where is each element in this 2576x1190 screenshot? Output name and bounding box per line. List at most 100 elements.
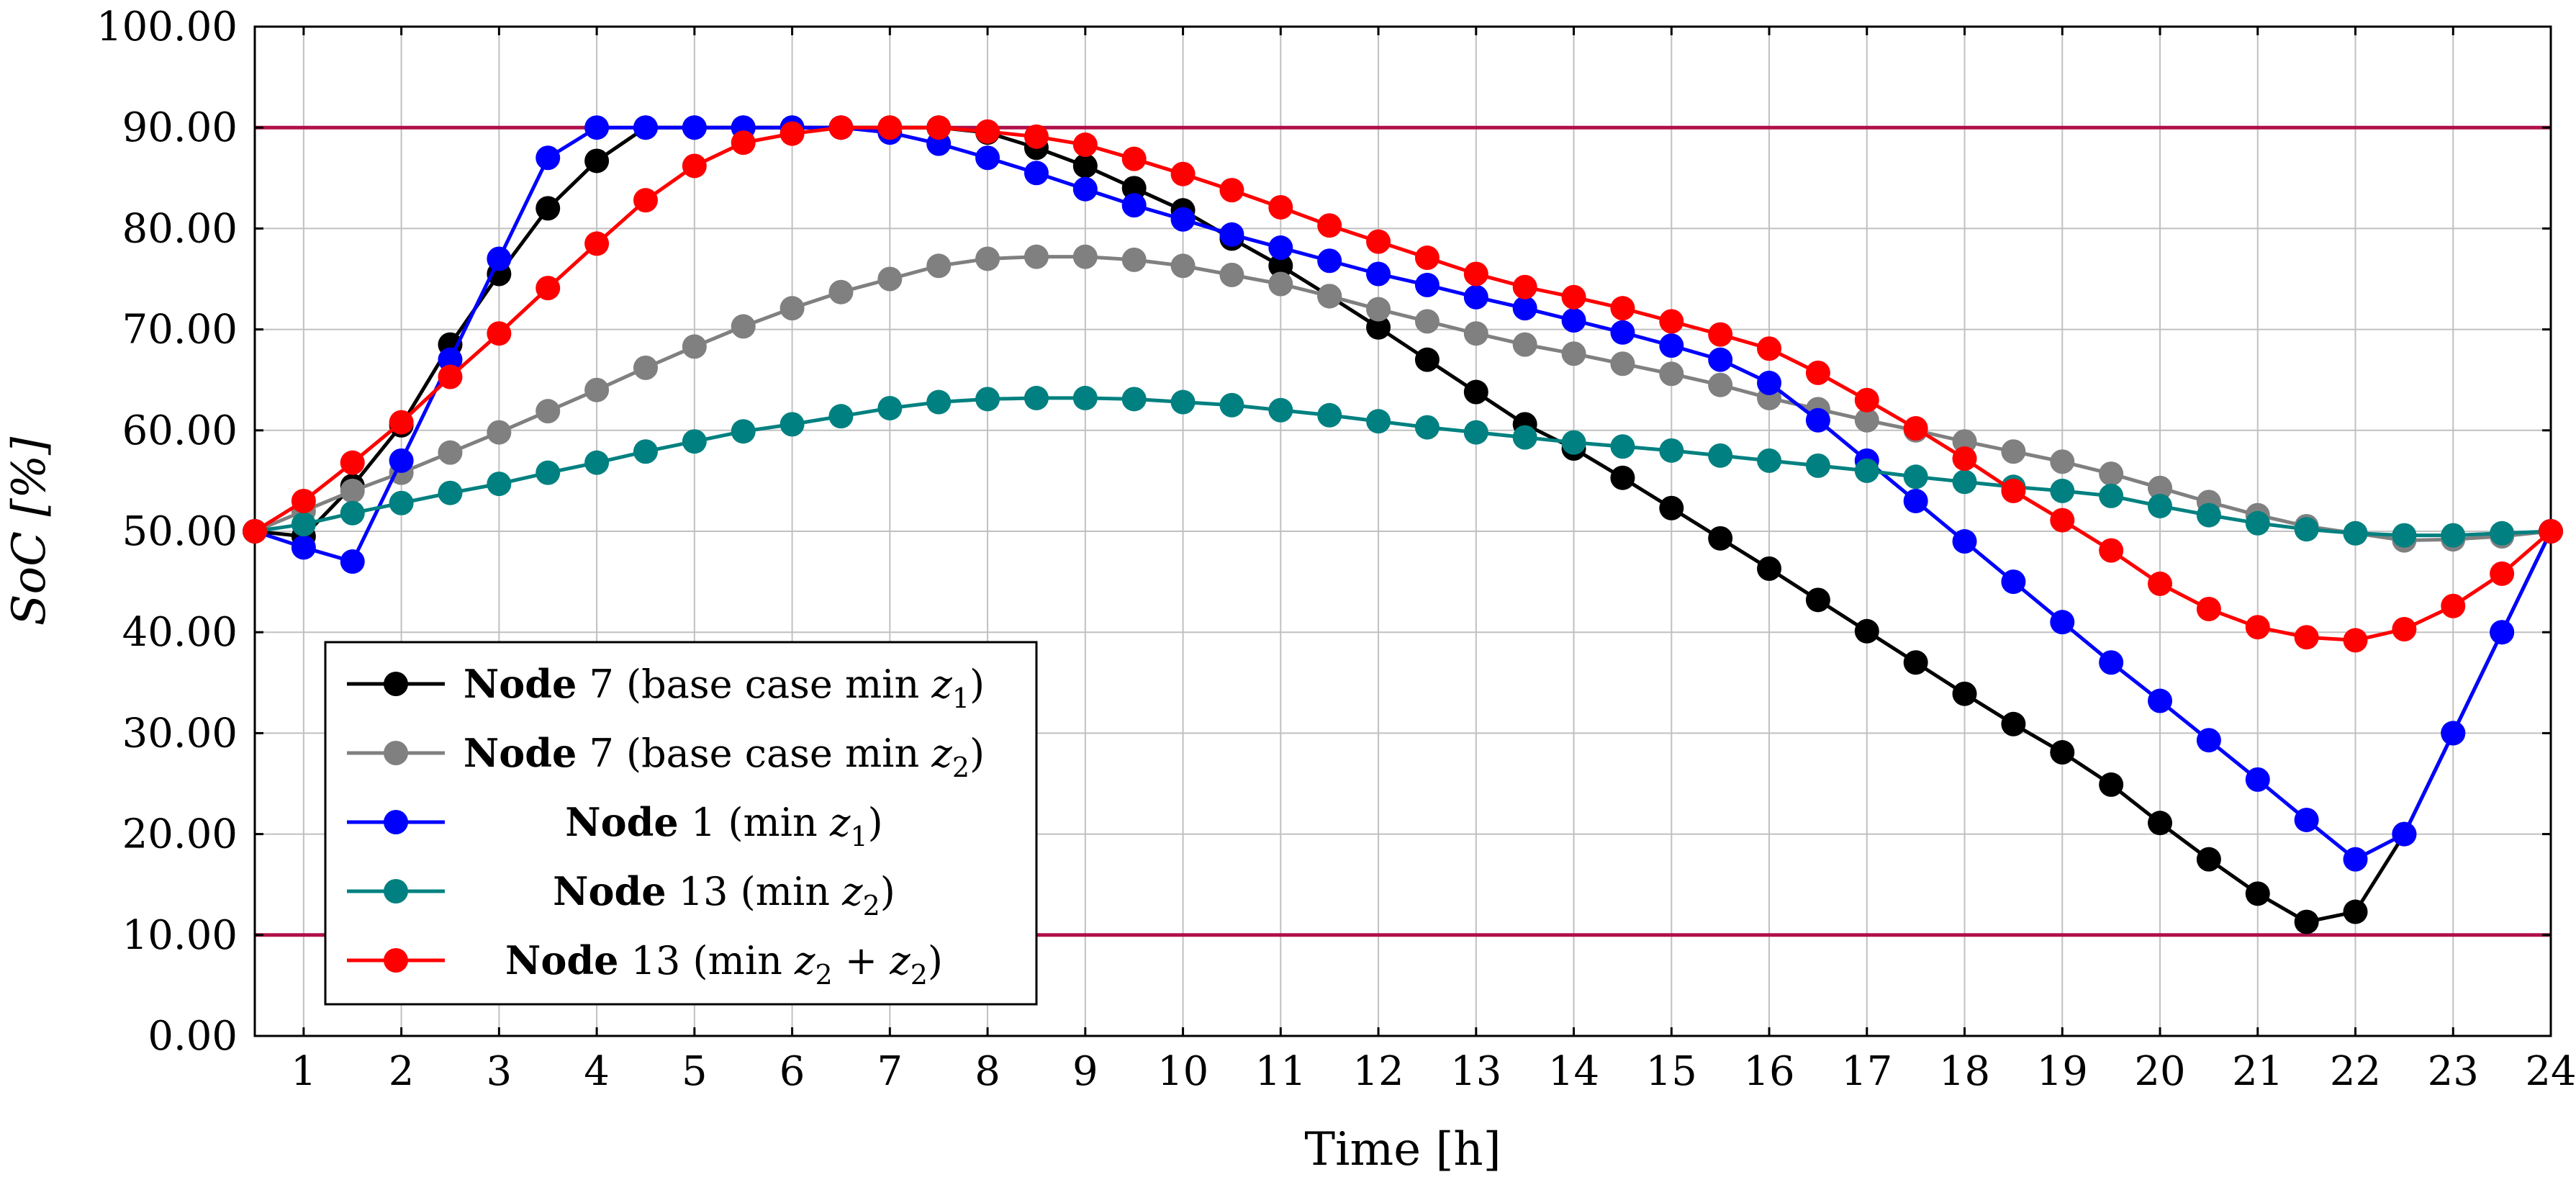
data-point [1463, 379, 1488, 405]
data-point [1072, 132, 1098, 158]
data-point [1268, 194, 1293, 220]
data-point [1366, 409, 1391, 434]
data-point [2490, 620, 2515, 645]
data-point [1366, 315, 1391, 340]
series-3 [243, 115, 2563, 872]
data-point [1708, 372, 1733, 397]
data-point [584, 148, 610, 173]
data-point [584, 115, 610, 140]
data-point [682, 115, 707, 140]
data-point [2148, 475, 2173, 500]
data-point [535, 276, 561, 301]
data-point [1757, 370, 1782, 395]
data-point [1512, 274, 1537, 299]
data-point [682, 334, 707, 359]
data-point [2196, 728, 2221, 753]
data-point [1512, 425, 1537, 450]
data-point [633, 115, 658, 140]
data-point [731, 314, 756, 339]
data-point [438, 440, 463, 465]
data-point [1463, 284, 1488, 310]
legend-marker [384, 879, 408, 903]
data-point [2441, 593, 2466, 618]
data-point [2245, 510, 2270, 536]
data-point [1805, 360, 1830, 385]
data-point [877, 115, 903, 140]
data-point [1170, 161, 1196, 186]
y-tick-label: 50.00 [122, 508, 238, 555]
data-point [926, 115, 952, 140]
series-4 [243, 385, 2563, 548]
data-point [2196, 596, 2221, 621]
x-tick-label: 2 [389, 1048, 415, 1095]
data-point [535, 196, 561, 221]
data-point [1659, 495, 1684, 520]
legend-entry: Node 1 (min z1) [347, 799, 883, 852]
data-point [487, 472, 512, 497]
x-tick-label: 15 [1646, 1048, 1697, 1095]
data-point [2001, 478, 2026, 503]
data-point [1366, 297, 1391, 322]
data-point [2050, 740, 2075, 765]
data-point [2294, 625, 2319, 650]
data-point [2343, 520, 2368, 546]
data-point [1805, 453, 1830, 478]
data-point [1952, 446, 1977, 472]
y-tick-label: 100.00 [96, 4, 238, 50]
y-tick-label: 30.00 [122, 710, 238, 757]
x-tick-label: 13 [1450, 1048, 1501, 1095]
data-point [535, 145, 561, 171]
data-point [2148, 493, 2173, 518]
data-point [633, 188, 658, 213]
data-point [1561, 341, 1586, 366]
data-point [1366, 261, 1391, 287]
data-point [877, 395, 903, 420]
data-point [1805, 587, 1830, 613]
data-point [1561, 284, 1586, 310]
data-point [1854, 618, 1879, 644]
data-point [779, 296, 805, 321]
x-tick-label: 12 [1352, 1048, 1404, 1095]
data-point [1121, 176, 1147, 201]
legend-marker [384, 810, 408, 834]
data-point [1903, 650, 1928, 675]
data-point [2343, 899, 2368, 924]
data-point [828, 115, 854, 140]
data-point [1219, 392, 1244, 418]
x-tick-label: 6 [779, 1048, 805, 1095]
data-point [389, 490, 414, 515]
data-point [1512, 332, 1537, 357]
series-5 [243, 115, 2563, 653]
data-point [2294, 517, 2319, 542]
data-point [291, 512, 316, 537]
data-point [1121, 193, 1147, 218]
x-tick-label: 3 [487, 1048, 512, 1095]
data-point [1268, 235, 1293, 261]
data-point [1414, 272, 1440, 297]
data-point [1170, 207, 1196, 232]
data-point [340, 478, 365, 503]
y-tick-label: 70.00 [122, 307, 238, 353]
x-tick-label: 19 [2037, 1048, 2088, 1095]
data-point [1268, 271, 1293, 297]
x-tick-label: 9 [1072, 1048, 1098, 1095]
data-point [1708, 443, 1733, 468]
axis-ticks: 1 2 3 4 5 6 7 8 9 10 11 12 13 14 15 16 17 18 19 20 21 22 23 240… [96, 4, 2576, 1095]
x-tick-label: 21 [2232, 1048, 2283, 1095]
data-point [2148, 688, 2173, 713]
data-point [2245, 615, 2270, 640]
x-tick-label: 20 [2134, 1048, 2185, 1095]
data-point [1463, 321, 1488, 346]
x-axis-label: Time [h] [1304, 1123, 1501, 1176]
data-point [2001, 439, 2026, 464]
data-point [779, 121, 805, 146]
x-tick-label: 4 [584, 1048, 610, 1095]
data-point [779, 412, 805, 437]
data-point [340, 500, 365, 526]
data-point [1903, 464, 1928, 490]
data-point [1659, 438, 1684, 463]
data-point [1463, 261, 1488, 287]
data-point [2539, 519, 2563, 544]
data-point [1903, 415, 1928, 441]
legend-label: Node 7 (base case min z2) [464, 730, 985, 783]
